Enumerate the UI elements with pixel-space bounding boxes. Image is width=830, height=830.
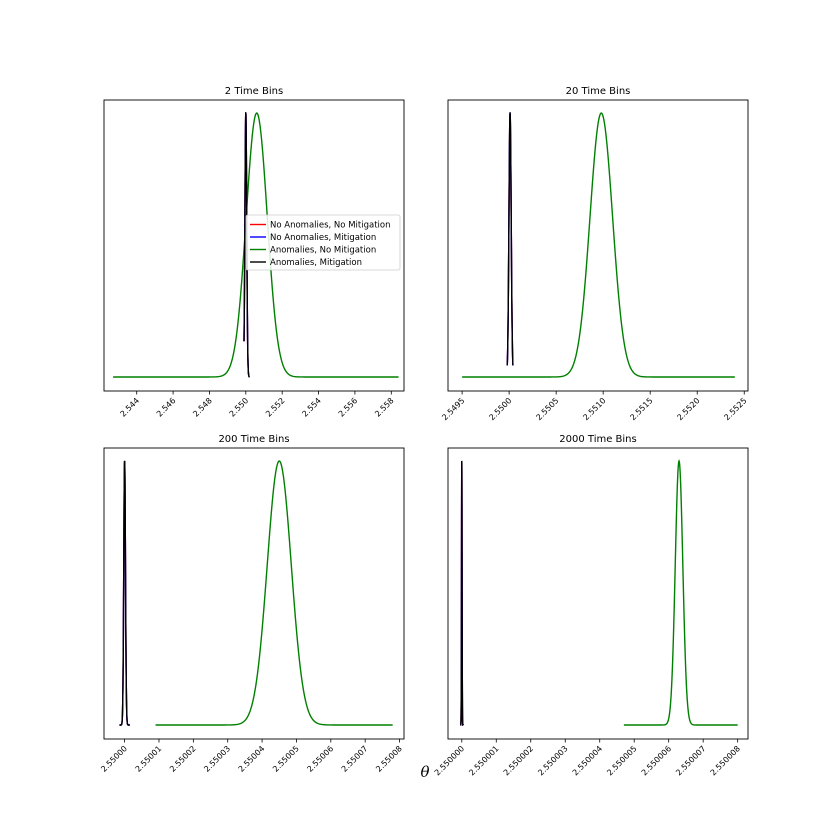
panel-title: 2000 Time Bins — [559, 434, 636, 445]
x-tick-label: 2.558 — [373, 396, 396, 419]
legend: No Anomalies, No Mitigation No Anomalies,… — [245, 214, 401, 271]
x-tick-label: 2.550000 — [433, 744, 466, 777]
x-tick-label: 2.550 — [228, 396, 251, 419]
x-tick-label: 2.5505 — [534, 396, 560, 422]
panel-title: 2 Time Bins — [225, 86, 283, 97]
x-tick-label: 2.550003 — [536, 744, 569, 777]
axes-frame — [447, 447, 749, 740]
series-anomalies-mitigation — [119, 460, 130, 726]
x-tick-label: 2.550007 — [674, 744, 707, 777]
axes-frame — [103, 99, 405, 392]
x-axis-label: θ — [420, 763, 429, 781]
x-tick-label: 2.550001 — [467, 744, 500, 777]
x-tick-label: 2.55008 — [374, 744, 404, 774]
x-tick-label: 2.55001 — [134, 744, 164, 774]
x-tick-label: 2.55007 — [340, 744, 370, 774]
panel-title: 20 Time Bins — [566, 86, 631, 97]
x-tick-label: 2.5495 — [440, 396, 466, 422]
axes-frame — [103, 447, 405, 740]
x-tick-label: 2.552 — [264, 396, 287, 419]
x-tick-label: 2.550005 — [605, 744, 638, 777]
x-tick-label: 2.544 — [119, 396, 142, 419]
x-tick-label: 2.5510 — [581, 396, 607, 422]
x-tick-label: 2.548 — [191, 396, 214, 419]
axes-frame — [447, 99, 749, 392]
x-tick-label: 2.546 — [155, 396, 178, 419]
x-tick-label: 2.550002 — [502, 744, 535, 777]
x-tick-label: 2.550004 — [571, 744, 604, 777]
series-anomalies-no-mitigation — [623, 459, 738, 726]
series-anomalies-mitigation — [459, 460, 464, 726]
x-tick-label: 2.556 — [337, 396, 360, 419]
x-tick-label: 2.5520 — [675, 396, 701, 422]
x-tick-label: 2.55002 — [168, 744, 198, 774]
series-anomalies-no-mitigation — [113, 112, 399, 378]
panel-title: 200 Time Bins — [218, 434, 289, 445]
x-tick-label: 2.55000 — [99, 744, 129, 774]
x-tick-label: 2.554 — [300, 396, 323, 419]
x-tick-label: 2.55006 — [305, 744, 335, 774]
series-anomalies-no-mitigation — [462, 112, 735, 378]
series-anomalies-no-mitigation — [155, 460, 393, 726]
series-anomalies-mitigation — [506, 111, 514, 366]
x-tick-label: 2.5515 — [628, 396, 654, 422]
legend-label: No Anomalies, Mitigation — [270, 233, 376, 243]
x-tick-label: 2.5500 — [487, 396, 513, 422]
x-tick-label: 2.55005 — [271, 744, 301, 774]
x-tick-label: 2.55004 — [237, 744, 267, 774]
x-tick-label: 2.5525 — [722, 396, 748, 422]
x-tick-label: 2.550008 — [709, 744, 742, 777]
legend-label: Anomalies, Mitigation — [270, 258, 362, 268]
legend-label: Anomalies, No Mitigation — [270, 246, 376, 256]
legend-box — [245, 214, 401, 271]
x-tick-label: 2.550006 — [640, 744, 673, 777]
x-tick-label: 2.55003 — [202, 744, 232, 774]
legend-label: No Anomalies, No Mitigation — [270, 221, 390, 231]
panel-2: 20 Time Bins 2.5495 2.5500 2.5505 2.5510 2.55… — [440, 86, 748, 422]
